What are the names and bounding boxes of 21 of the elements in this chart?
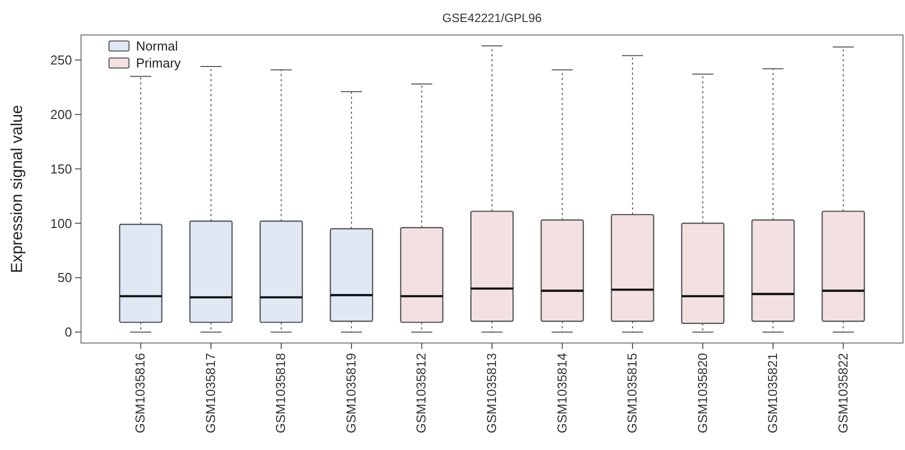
- y-tick-label: 250: [50, 52, 72, 68]
- x-tick-label: GSM1035822: [835, 353, 850, 434]
- x-tick-label: GSM1035815: [624, 353, 640, 434]
- legend-label: Primary: [136, 56, 182, 71]
- y-axis-title: Expression signal value: [9, 104, 26, 274]
- x-tick-label: GSM1035816: [132, 353, 148, 434]
- x-tick-label: GSM1035819: [343, 353, 358, 434]
- x-tick-label: GSM1035817: [202, 353, 218, 434]
- x-tick-label: GSM1035820: [694, 353, 710, 434]
- y-tick-label: 50: [58, 270, 72, 286]
- chart-title: GSE42221/GPL96: [442, 11, 542, 25]
- y-tick-label: 150: [50, 161, 72, 176]
- y-tick-label: 200: [50, 107, 72, 122]
- legend-label: Normal: [136, 38, 178, 54]
- x-tick-label: GSM1035818: [273, 353, 288, 434]
- y-tick-label: 100: [50, 216, 72, 231]
- x-tick-label: GSM1035821: [765, 353, 780, 434]
- x-tick-label: GSM1035814: [554, 353, 570, 434]
- x-tick-label: GSM1035812: [414, 353, 429, 434]
- y-tick-label: 0: [64, 324, 72, 340]
- x-tick-label: GSM1035813: [484, 353, 499, 434]
